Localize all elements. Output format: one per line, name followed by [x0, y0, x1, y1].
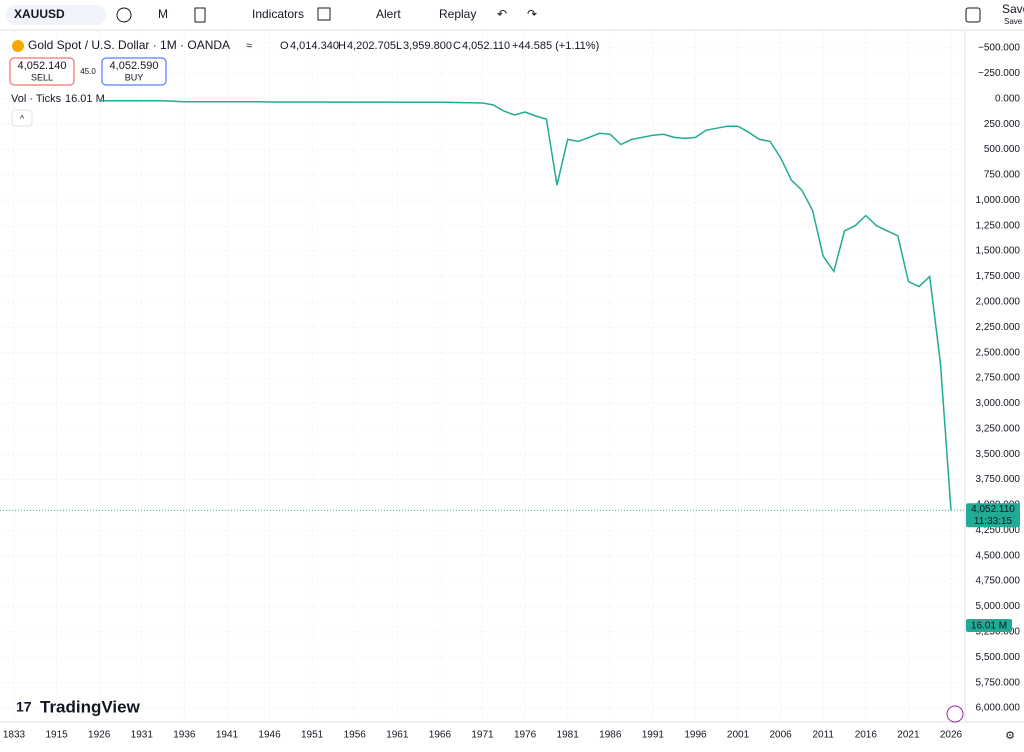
- y-tick-label: 0.000: [995, 93, 1020, 104]
- change: +44.585 (+1.11%): [512, 40, 599, 52]
- layouts[interactable]: [317, 7, 331, 21]
- y-tick-label: 4,250.000: [976, 525, 1021, 536]
- y-tick-label: −500.000: [978, 43, 1020, 54]
- x-tick-label: 1931: [131, 730, 154, 741]
- x-tick-label: 2001: [727, 730, 750, 741]
- y-tick-label: 2,750.000: [976, 373, 1021, 384]
- buy-price[interactable]: 4,052.590: [110, 60, 159, 72]
- y-tick-label: 2,500.000: [976, 347, 1021, 358]
- save-sub[interactable]: Save: [1004, 17, 1023, 26]
- y-tick-label: −250.000: [978, 68, 1020, 79]
- brand-logo: 17: [16, 699, 32, 715]
- save[interactable]: Save: [1002, 2, 1024, 16]
- vol-value: 16.01 M: [65, 93, 105, 105]
- x-tick-label: 1936: [173, 730, 196, 741]
- x-tick-label: 1986: [599, 730, 622, 741]
- layout-toggle[interactable]: [965, 7, 981, 23]
- x-tick-label: 1976: [514, 730, 537, 741]
- x-tick-label: 1915: [45, 730, 68, 741]
- x-tick-label: 1941: [216, 730, 239, 741]
- y-tick-label: 3,250.000: [976, 423, 1021, 434]
- x-tick-label: 2006: [770, 730, 793, 741]
- x-tick-label: 1951: [301, 730, 324, 741]
- redo: ↷: [527, 7, 537, 21]
- symbol-box[interactable]: [6, 5, 106, 25]
- collapse-icon[interactable]: ^: [20, 113, 25, 123]
- sell-label[interactable]: SELL: [31, 72, 53, 82]
- price-tag-time: 11:33:15: [974, 516, 1013, 527]
- indicators[interactable]: Indicators: [252, 7, 304, 21]
- y-tick-label: 6,000.000: [976, 703, 1021, 714]
- c-label: C: [453, 40, 461, 52]
- l-label: L: [396, 40, 402, 52]
- settings-icon[interactable]: ⚙: [1005, 730, 1015, 742]
- x-tick-label: 1981: [557, 730, 580, 741]
- buy-label[interactable]: BUY: [125, 72, 144, 82]
- y-tick-label: 250.000: [984, 119, 1021, 130]
- y-tick-label: 1,000.000: [976, 195, 1021, 206]
- y-tick-label: 3,500.000: [976, 449, 1021, 460]
- spread: 45.0: [80, 67, 96, 76]
- y-tick-label: 2,250.000: [976, 322, 1021, 333]
- x-tick-label: 2016: [855, 730, 878, 741]
- x-tick-label: 2026: [940, 730, 963, 741]
- low: 3,959.800: [403, 40, 452, 52]
- y-tick-label: 1,500.000: [976, 246, 1021, 257]
- y-tick-label: 3,750.000: [976, 474, 1021, 485]
- vol-label: Vol · Ticks: [11, 93, 62, 105]
- high: 4,202.705: [347, 40, 396, 52]
- collapse-button[interactable]: [11, 109, 33, 127]
- brand: TradingView: [40, 697, 141, 716]
- events-icon[interactable]: [946, 705, 964, 723]
- sell-price[interactable]: 4,052.140: [18, 60, 67, 72]
- replay[interactable]: Replay: [439, 7, 476, 21]
- y-tick-label: 5,750.000: [976, 677, 1021, 688]
- vol-tag-value: 16.01 M: [971, 621, 1007, 632]
- price-tag: [966, 503, 1020, 528]
- price-tag-value: 4,052.110: [971, 504, 1015, 515]
- x-tick-label: 1946: [258, 730, 281, 741]
- y-tick-label: 750.000: [984, 170, 1021, 181]
- x-tick-label: 1996: [684, 730, 707, 741]
- y-tick-label: 500.000: [984, 144, 1021, 155]
- x-tick-label: 1966: [429, 730, 452, 741]
- o-label: O: [280, 40, 289, 52]
- alert[interactable]: Alert: [376, 7, 401, 21]
- x-tick-label: 2011: [812, 730, 834, 741]
- x-tick-label: 1961: [386, 730, 409, 741]
- buy-button[interactable]: [101, 57, 167, 86]
- y-tick-label: 2,000.000: [976, 296, 1021, 307]
- y-tick-label: 4,500.000: [976, 550, 1021, 561]
- add-symbol[interactable]: [116, 7, 132, 23]
- y-tick-label: 5,000.000: [976, 601, 1021, 612]
- y-tick-label: 3,000.000: [976, 398, 1021, 409]
- toolbar: [0, 0, 1024, 30]
- undo[interactable]: ↶: [497, 7, 507, 21]
- legend-title: Gold Spot / U.S. Dollar · 1M · OANDA: [28, 38, 230, 52]
- y-tick-label: 1,750.000: [976, 271, 1021, 282]
- y-tick-label: 1,250.000: [976, 220, 1021, 231]
- x-tick-label: 1926: [88, 730, 111, 741]
- close: 4,052.110: [462, 40, 510, 52]
- h-label: H: [338, 40, 346, 52]
- live-icon: ≈: [246, 40, 252, 52]
- sell-button[interactable]: [9, 57, 75, 86]
- y-tick-label: 4,750.000: [976, 576, 1021, 587]
- open: 4,014.340: [290, 40, 339, 52]
- chart-type[interactable]: [194, 7, 206, 23]
- x-tick-label: 1956: [344, 730, 367, 741]
- x-tick-label: 2021: [897, 730, 920, 741]
- x-tick-label: 1971: [471, 730, 494, 741]
- x-tick-label: 1833: [3, 730, 26, 741]
- vol-tag: [966, 619, 1012, 632]
- symbol[interactable]: XAUUSD: [14, 7, 65, 21]
- y-tick-label: 5,500.000: [976, 652, 1021, 663]
- x-tick-label: 1991: [642, 730, 665, 741]
- price-line: [99, 100, 952, 511]
- symbol-icon: [12, 40, 24, 52]
- interval[interactable]: M: [158, 7, 168, 21]
